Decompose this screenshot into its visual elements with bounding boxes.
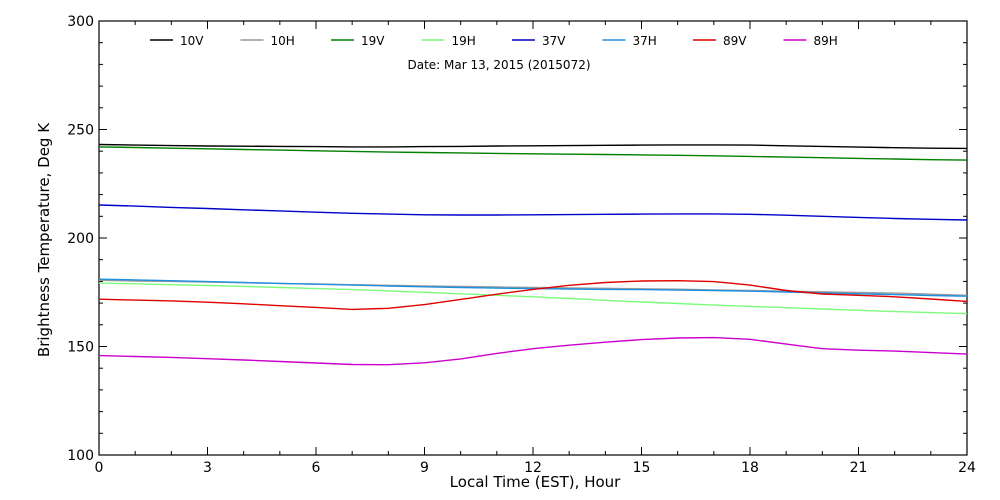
- legend-label-37v: 37V: [542, 34, 566, 48]
- legend-label-89v: 89V: [723, 34, 747, 48]
- x-axis-title: Local Time (EST), Hour: [450, 473, 621, 491]
- legend-label-19v: 19V: [361, 34, 385, 48]
- series-lines: [98, 143, 968, 366]
- series-line-37h: [98, 278, 968, 297]
- x-tick-label: 21: [850, 460, 868, 476]
- series-line-19h: [98, 282, 968, 315]
- series-line-89h: [98, 336, 968, 366]
- axis-ticks: 0 3 6 9 12 15 18 21 24 100 150 200 250 300: [67, 14, 976, 476]
- series-line-37v: [98, 204, 968, 221]
- series-line-19v: [98, 146, 968, 161]
- x-tick-label: 9: [420, 460, 429, 476]
- y-tick-label: 150: [67, 340, 94, 356]
- plot-frame: [98, 20, 968, 456]
- legend-label-10h: 10H: [271, 34, 295, 48]
- y-axis-title: Brightness Temperature, Deg K: [35, 122, 53, 357]
- date-annotation: Date: Mar 13, 2015 (2015072): [407, 58, 590, 72]
- y-tick-label: 100: [67, 448, 94, 464]
- y-tick-label: 250: [67, 123, 94, 139]
- series-line-10v: [98, 143, 968, 150]
- y-tick-label: 200: [67, 231, 94, 247]
- legend-label-37h: 37H: [633, 34, 657, 48]
- x-tick-label: 12: [524, 460, 542, 476]
- x-tick-label: 3: [203, 460, 212, 476]
- legend-label-89h: 89H: [814, 34, 838, 48]
- y-tick-label: 300: [67, 14, 94, 30]
- x-tick-label: 15: [633, 460, 651, 476]
- legend: 10V 10H 19V 19H 37V 37H 89V 89H: [150, 34, 838, 48]
- x-tick-label: 0: [95, 460, 104, 476]
- legend-label-10v: 10V: [180, 34, 204, 48]
- x-tick-label: 24: [958, 460, 976, 476]
- x-tick-label: 18: [741, 460, 759, 476]
- legend-label-19h: 19H: [452, 34, 476, 48]
- x-tick-label: 6: [312, 460, 321, 476]
- series-line-89v: [98, 280, 968, 311]
